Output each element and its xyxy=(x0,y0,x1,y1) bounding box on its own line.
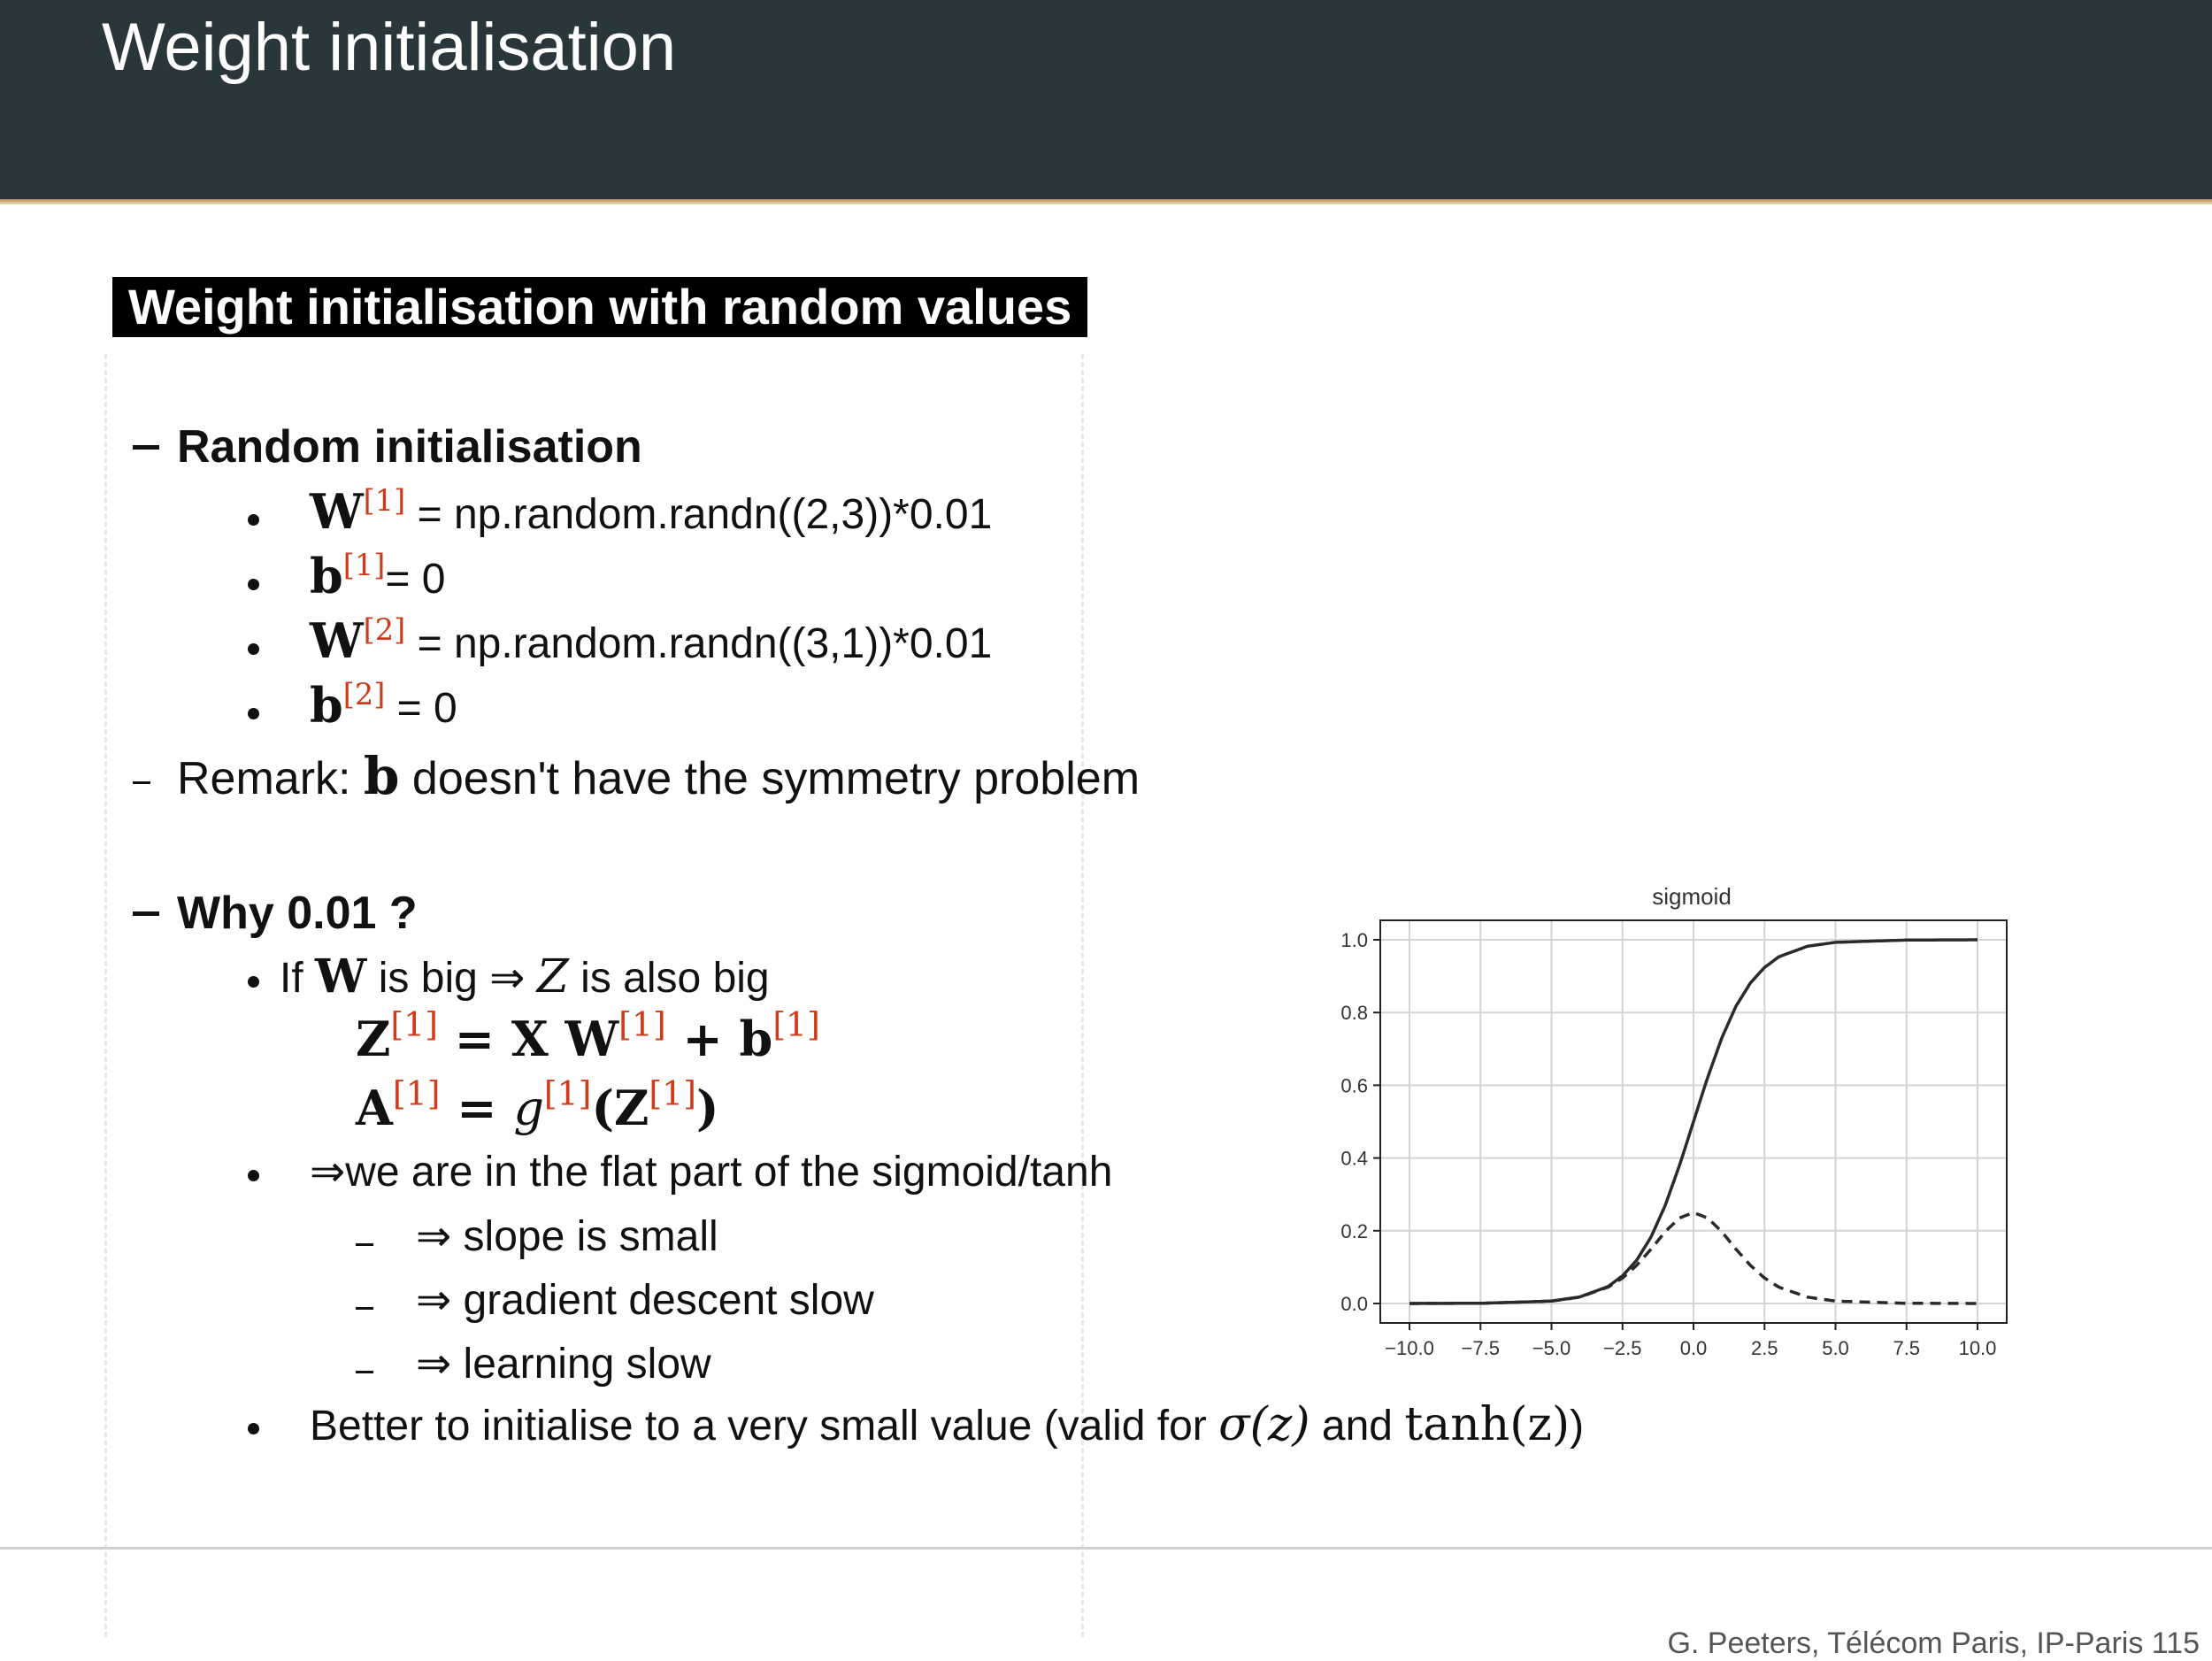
init-item-b2: b[2] = 0 xyxy=(310,676,457,734)
guide-line-left xyxy=(104,354,107,1637)
remark-text: Remark: b doesn't have the symmetry prob… xyxy=(177,746,1141,806)
bullet xyxy=(248,708,259,719)
x-tick-label: −7.5 xyxy=(1462,1337,1500,1359)
footer-text: G. Peeters, Télécom Paris, IP-Paris 115 xyxy=(1667,1626,2200,1660)
y-tick-label: 0.2 xyxy=(1340,1220,1368,1242)
x-tick-label: 2.5 xyxy=(1751,1337,1778,1359)
bullet xyxy=(248,643,259,655)
equation-z1: Z[1] = X W[1] + b[1] xyxy=(356,1004,820,1067)
chart-ticks: −10.0 −7.5 −5.0 −2.5 0.0 2.5 5.0 7.5 10.0 0.0 0.2 0… xyxy=(1340,929,1996,1359)
chart-title: sigmoid xyxy=(1652,883,1732,910)
y-tick-label: 0.0 xyxy=(1340,1293,1368,1315)
slope-small-line: ⇒ slope is small xyxy=(416,1213,718,1260)
x-tick-label: 7.5 xyxy=(1893,1337,1920,1359)
sub-dash xyxy=(356,1371,373,1373)
guide-line-middle xyxy=(1081,354,1084,1637)
if-w-big-line: If W is big ⇒ Z is also big xyxy=(280,950,770,1004)
init-item-b1: b[1]= 0 xyxy=(310,547,446,604)
y-tick-label: 1.0 xyxy=(1340,929,1368,951)
y-tick-label: 0.6 xyxy=(1340,1074,1368,1096)
learning-slow-line: ⇒ learning slow xyxy=(416,1341,711,1388)
sub-dash xyxy=(356,1307,373,1310)
heading-dash xyxy=(133,445,159,450)
x-tick-label: 10.0 xyxy=(1959,1337,1997,1359)
x-tick-label: −10.0 xyxy=(1385,1337,1434,1359)
bullet xyxy=(248,579,259,590)
bullet xyxy=(248,514,259,526)
header-underline xyxy=(0,199,2212,204)
remark-dash xyxy=(133,781,150,784)
flat-part-line: ⇒we are in the flat part of the sigmoid/… xyxy=(310,1149,1113,1196)
random-init-heading: Random initialisation xyxy=(177,421,642,473)
sigmoid-chart: sigmoid −10.0 −7.5 −5.0 −2.5 0.0 2.5 5.0 7.5 10.… xyxy=(1340,883,2008,1359)
bullet xyxy=(248,976,259,988)
init-item-w2: W[2] = np.random.randn((3,1))*0.01 xyxy=(310,611,993,669)
better-init-line: Better to initialise to a very small val… xyxy=(310,1398,1585,1451)
x-tick-label: 5.0 xyxy=(1822,1337,1849,1359)
equation-a1: A[1] = g[1](Z[1]) xyxy=(356,1073,719,1136)
chart-frame xyxy=(1379,919,2008,1324)
gradient-slow-line: ⇒ gradient descent slow xyxy=(416,1277,874,1324)
x-tick-label: −2.5 xyxy=(1603,1337,1641,1359)
x-tick-label: 0.0 xyxy=(1680,1337,1708,1359)
y-tick-label: 0.4 xyxy=(1340,1148,1368,1170)
why-heading: Why 0.01 ? xyxy=(177,888,418,939)
section-title: Weight initialisation with random values xyxy=(112,277,1088,337)
init-item-w1: W[1] = np.random.randn((2,3))*0.01 xyxy=(310,482,993,540)
derivative-curve xyxy=(1409,1211,1978,1305)
sub-dash xyxy=(356,1243,373,1246)
chart-series xyxy=(1409,938,1978,1305)
bullet xyxy=(248,1170,259,1181)
slide-title: Weight initialisation xyxy=(102,10,677,85)
header-bar xyxy=(0,0,2212,199)
y-tick-label: 0.8 xyxy=(1340,1002,1368,1024)
heading-dash xyxy=(133,911,159,916)
x-tick-label: −5.0 xyxy=(1532,1337,1571,1359)
bullet xyxy=(248,1423,259,1434)
footer-divider xyxy=(0,1547,2212,1549)
